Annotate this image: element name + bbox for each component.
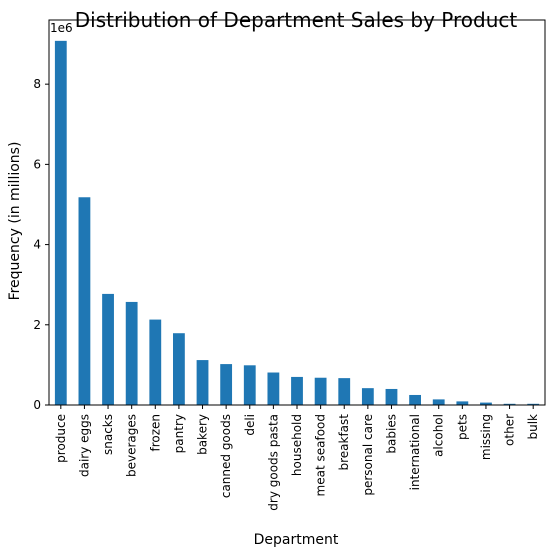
bar-pets bbox=[456, 401, 469, 405]
y-tick-label: 4 bbox=[33, 238, 41, 252]
x-tick-label: personal care bbox=[361, 414, 375, 496]
bar-other bbox=[503, 403, 516, 405]
bar-canned-goods bbox=[220, 364, 233, 405]
x-tick-label: beverages bbox=[125, 414, 139, 477]
x-tick-label: canned goods bbox=[219, 414, 233, 498]
x-tick-label: frozen bbox=[148, 414, 162, 452]
x-tick-label: pets bbox=[455, 414, 469, 440]
x-tick-label: dairy eggs bbox=[77, 414, 91, 477]
bar-produce bbox=[54, 40, 67, 405]
x-tick-label: alcohol bbox=[432, 414, 446, 457]
bar-bulk bbox=[527, 403, 540, 405]
bar-deli bbox=[243, 365, 256, 405]
x-tick-label: bulk bbox=[526, 414, 540, 440]
bar-personal-care bbox=[361, 388, 374, 405]
y-tick-label: 0 bbox=[33, 398, 41, 412]
bars-group bbox=[54, 40, 540, 405]
bar-snacks bbox=[102, 293, 114, 405]
plot-frame bbox=[48, 19, 546, 406]
y-axis-offset-label: 1e6 bbox=[50, 21, 73, 35]
bar-babies bbox=[385, 388, 398, 405]
x-tick-label: household bbox=[290, 414, 304, 476]
bar-bakery bbox=[196, 360, 209, 405]
bar-missing bbox=[480, 402, 492, 405]
x-tick-label: deli bbox=[243, 414, 257, 436]
x-tick-label: other bbox=[503, 414, 517, 446]
y-tick-label: 2 bbox=[33, 318, 41, 332]
bar-alcohol bbox=[432, 399, 445, 405]
bar-beverages bbox=[125, 301, 138, 405]
x-axis-ticks: produce dairy eggs snacks beverages frozen pa… bbox=[54, 405, 540, 511]
x-tick-label: bakery bbox=[196, 414, 210, 455]
x-tick-label: pantry bbox=[172, 414, 186, 453]
bar-household bbox=[291, 376, 303, 405]
x-tick-label: breakfast bbox=[337, 414, 351, 471]
x-tick-label: snacks bbox=[101, 414, 115, 455]
x-tick-label: produce bbox=[54, 414, 68, 463]
x-tick-label: dry goods pasta bbox=[266, 414, 280, 511]
x-tick-label: international bbox=[408, 414, 422, 490]
y-axis-label: Frequency (in millions) bbox=[7, 142, 23, 301]
x-tick-label: meat seafood bbox=[314, 414, 328, 496]
bar-dry-goods-pasta bbox=[267, 372, 280, 405]
x-tick-label: babies bbox=[384, 414, 398, 454]
bar-frozen bbox=[149, 319, 162, 405]
bar-pantry bbox=[173, 333, 185, 405]
x-axis-label: Department bbox=[254, 532, 339, 548]
x-tick-label: missing bbox=[479, 414, 493, 460]
bar-international bbox=[409, 394, 421, 405]
y-axis-ticks: 0 2 4 6 8 bbox=[33, 77, 49, 412]
bar-breakfast bbox=[338, 378, 351, 405]
bar-meat-seafood bbox=[314, 377, 327, 405]
y-tick-label: 8 bbox=[33, 77, 41, 91]
y-tick-label: 6 bbox=[33, 157, 41, 171]
bar-dairy-eggs bbox=[78, 197, 91, 405]
